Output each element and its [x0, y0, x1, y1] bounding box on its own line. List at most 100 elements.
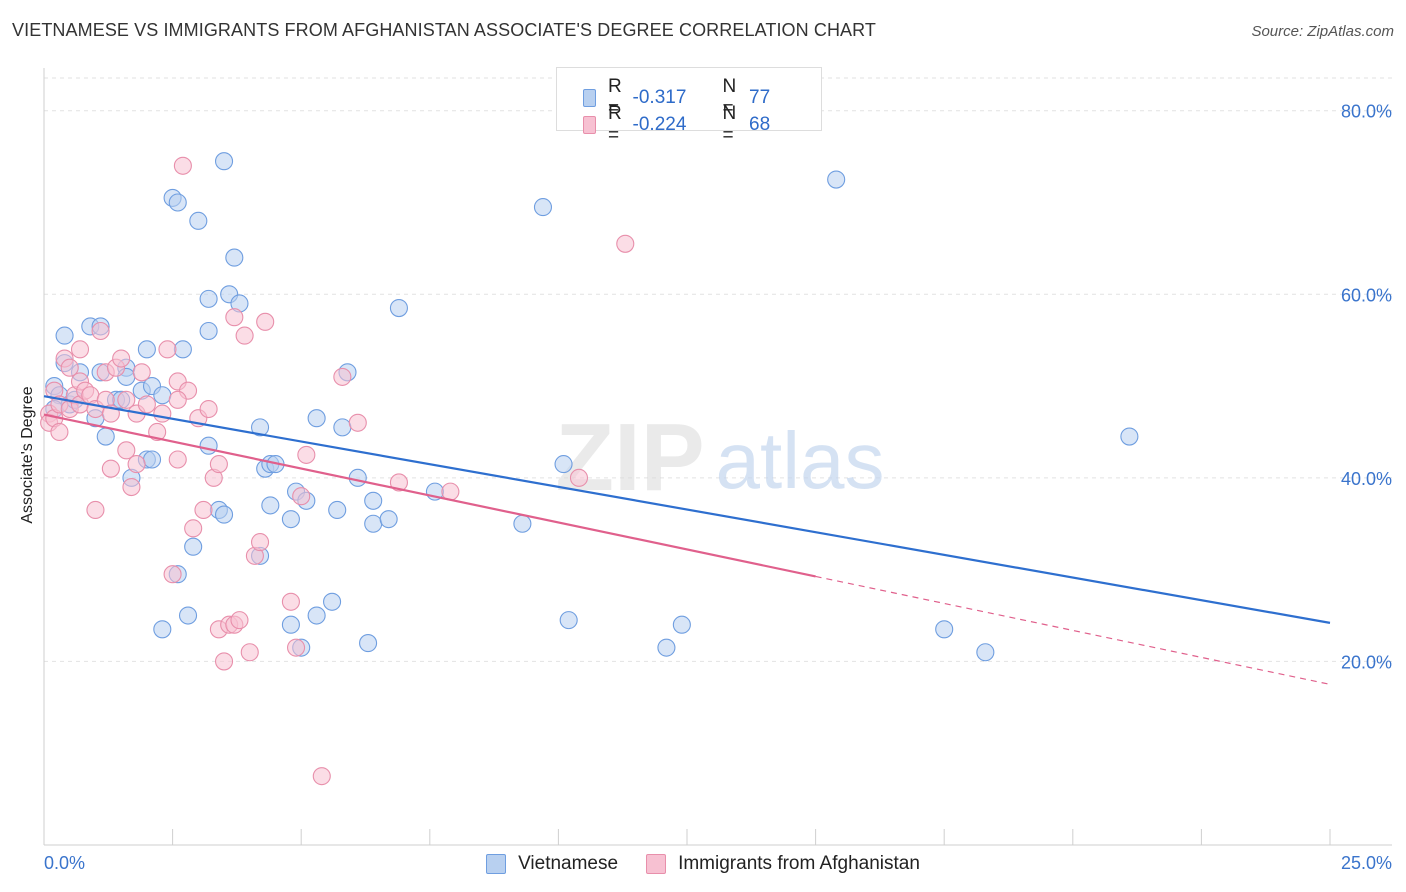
point-afghanistan: [194, 500, 213, 520]
point-afghanistan: [117, 441, 136, 460]
series-legend-vietnamese[interactable]: Vietnamese: [486, 853, 618, 875]
point-afghanistan: [569, 468, 589, 487]
legend-row-vietnamese: R = -0.317 N = 77: [583, 76, 821, 120]
r-value-afghanistan: -0.224: [632, 114, 687, 135]
chart-title: VIETNAMESE VS IMMIGRANTS FROM AFGHANISTA…: [12, 20, 877, 40]
point-afghanistan: [148, 422, 167, 442]
watermark: ZIP atlas: [555, 404, 884, 511]
grid-layer: [44, 77, 1392, 662]
trendline-vietnamese: [43, 395, 1331, 624]
legend-row-afghanistan: R = -0.224 N = 68: [583, 103, 821, 147]
point-afghanistan: [122, 477, 141, 497]
watermark-atlas: atlas: [716, 416, 885, 505]
point-afghanistan: [101, 459, 120, 478]
point-vietnamese: [184, 537, 203, 556]
n-label: N =: [722, 103, 737, 146]
legend-swatch-afghanistan: [583, 116, 597, 134]
n-value-vietnamese: 77: [749, 87, 771, 108]
y-tick-label: 80.0%: [1341, 102, 1392, 122]
source-label: Source: ZipAtlas.com: [1251, 23, 1394, 40]
x-tick-label-min: 0.0%: [44, 853, 85, 873]
point-afghanistan: [256, 312, 275, 331]
point-vietnamese: [389, 299, 408, 318]
series-legend-afghanistan[interactable]: Immigrants from Afghanistan: [646, 853, 920, 875]
point-vietnamese: [281, 615, 300, 634]
point-afghanistan: [153, 404, 172, 423]
point-afghanistan: [86, 500, 105, 520]
trendline-afghanistan-extrapolated: [815, 575, 1331, 685]
point-afghanistan: [389, 473, 408, 492]
n-label: N =: [722, 76, 737, 119]
y-tick-label: 40.0%: [1341, 469, 1392, 489]
point-afghanistan: [70, 340, 90, 359]
r-value-vietnamese: -0.317: [632, 87, 687, 108]
point-afghanistan: [225, 308, 244, 327]
point-afghanistan: [240, 643, 259, 662]
point-vietnamese: [250, 418, 270, 437]
point-vietnamese: [307, 409, 326, 428]
point-vietnamese: [554, 455, 573, 474]
point-vietnamese: [513, 514, 532, 533]
y-tick-label: 20.0%: [1341, 652, 1392, 672]
point-vietnamese: [307, 606, 326, 625]
point-vietnamese: [657, 638, 676, 657]
series-swatch-vietnamese: [486, 854, 507, 874]
point-vietnamese: [225, 248, 244, 267]
point-vietnamese: [976, 643, 995, 662]
point-vietnamese: [261, 496, 280, 515]
point-afghanistan: [91, 321, 110, 341]
point-vietnamese: [827, 170, 846, 189]
point-afghanistan: [127, 455, 146, 474]
point-afghanistan: [60, 358, 79, 377]
point-afghanistan: [132, 363, 151, 382]
point-afghanistan: [173, 156, 192, 175]
trendline-afghanistan: [43, 413, 816, 578]
point-vietnamese: [142, 450, 162, 469]
point-vietnamese: [189, 211, 208, 230]
point-vietnamese: [364, 491, 383, 510]
point-afghanistan: [163, 565, 182, 584]
r-label: R =: [608, 76, 622, 119]
point-vietnamese: [672, 615, 691, 634]
point-vietnamese: [1120, 427, 1139, 446]
point-vietnamese: [153, 386, 172, 405]
point-vietnamese: [153, 620, 172, 639]
point-afghanistan: [209, 455, 228, 474]
axis-layer: 20.0% 40.0% 60.0% 80.0% 0.0% 25.0%: [43, 68, 1392, 873]
points-layer: [40, 152, 1139, 786]
point-afghanistan: [235, 326, 254, 345]
point-afghanistan: [214, 652, 234, 671]
point-afghanistan: [137, 395, 156, 414]
r-label: R =: [608, 103, 622, 146]
point-afghanistan: [50, 422, 69, 442]
series-name-afghanistan: Immigrants from Afghanistan: [678, 853, 920, 874]
point-vietnamese: [96, 427, 115, 446]
point-vietnamese: [168, 193, 187, 212]
point-vietnamese: [559, 611, 578, 630]
point-afghanistan: [184, 519, 203, 538]
point-vietnamese: [214, 152, 234, 171]
y-tick-label: 60.0%: [1341, 285, 1392, 305]
point-vietnamese: [364, 514, 383, 533]
watermark-zip: ZIP: [555, 404, 704, 511]
point-afghanistan: [297, 445, 316, 464]
point-vietnamese: [199, 321, 218, 341]
n-value-afghanistan: 68: [749, 114, 771, 135]
trend-layer: [43, 395, 1331, 685]
point-afghanistan: [333, 367, 352, 386]
point-afghanistan: [348, 413, 367, 432]
point-afghanistan: [158, 340, 177, 359]
point-vietnamese: [55, 326, 74, 345]
point-vietnamese: [281, 510, 300, 529]
series-legend: Vietnamese Immigrants from Afghanistan: [0, 853, 1406, 875]
x-tick-label-max: 25.0%: [1341, 853, 1392, 873]
point-vietnamese: [199, 436, 218, 455]
point-afghanistan: [230, 611, 249, 630]
point-afghanistan: [287, 638, 306, 657]
correlation-legend: R = -0.317 N = 77 R = -0.224 N = 68: [556, 67, 822, 146]
point-vietnamese: [323, 592, 342, 611]
point-vietnamese: [328, 500, 347, 520]
point-vietnamese: [137, 340, 156, 359]
point-vietnamese: [533, 198, 553, 217]
